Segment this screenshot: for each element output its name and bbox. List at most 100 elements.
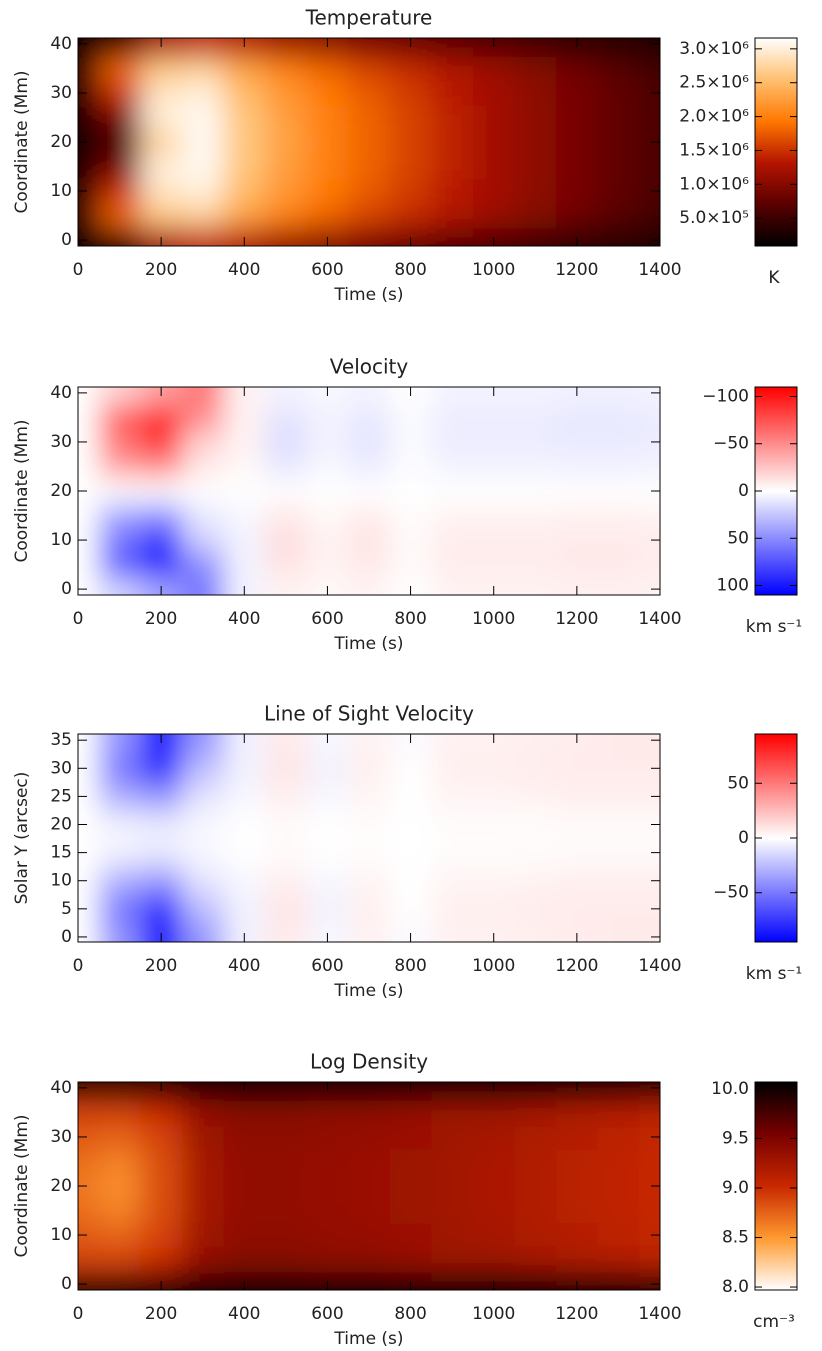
heat-cell: [597, 838, 640, 868]
heat-cell: [639, 1247, 660, 1273]
heat-cell: [431, 838, 474, 868]
heat-cell: [181, 503, 224, 529]
x-tick-label: 1200: [555, 956, 598, 976]
heat-cell: [306, 838, 349, 868]
heat-cell: [306, 503, 349, 529]
heat-cell: [140, 56, 183, 82]
heat-cell: [472, 1100, 515, 1126]
x-tick-label: 0: [73, 609, 84, 629]
heat-cell: [431, 478, 474, 504]
heat-cell: [472, 810, 515, 840]
heat-cell: [223, 154, 266, 180]
heat-cell: [223, 866, 266, 896]
heat-cell: [472, 429, 515, 455]
heat-cell: [78, 1198, 100, 1224]
heat-cell: [556, 80, 599, 106]
heat-cell: [140, 80, 183, 106]
heat-cell: [348, 1198, 391, 1224]
x-tick-label: 1200: [555, 1304, 598, 1324]
heat-cell: [472, 576, 515, 595]
heat-cell: [431, 154, 474, 180]
heat-cell: [306, 129, 349, 155]
heat-cell: [597, 1222, 640, 1248]
y-axis-label: Coordinate (Mm): [12, 1114, 32, 1257]
heat-cell: [472, 734, 515, 755]
x-tick-label: 0: [73, 956, 84, 976]
heat-cell: [514, 1082, 557, 1101]
heat-cell: [306, 866, 349, 896]
heat-cell: [431, 387, 474, 406]
heat-cell: [181, 1124, 224, 1150]
heat-cell: [514, 178, 557, 204]
colorbar-tick-label: 10.0: [711, 1079, 749, 1099]
heat-cell: [140, 387, 183, 406]
heat-cell: [389, 503, 432, 529]
heat-cell: [639, 454, 660, 480]
heat-cell: [78, 1247, 100, 1273]
heat-cell: [78, 454, 100, 480]
heat-cell: [265, 387, 308, 406]
y-tick-label: 0: [61, 1274, 72, 1294]
heat-cell: [431, 1198, 474, 1224]
heat-cell: [98, 894, 141, 924]
heat-cell: [639, 1222, 660, 1248]
heat-cell: [348, 1100, 391, 1126]
heat-cell: [639, 838, 660, 868]
heat-cell: [140, 178, 183, 204]
x-tick-label: 1400: [638, 1304, 681, 1324]
heat-cell: [140, 405, 183, 431]
heat-cell: [348, 154, 391, 180]
heat-cell: [556, 154, 599, 180]
heat-cell: [265, 1124, 308, 1150]
heat-cell: [306, 1198, 349, 1224]
y-tick-label: 20: [50, 815, 72, 835]
heat-cell: [306, 576, 349, 595]
heat-cell: [472, 782, 515, 811]
heat-cell: [514, 1149, 557, 1175]
heat-cell: [514, 387, 557, 406]
y-tick-label: 30: [50, 1127, 72, 1147]
x-tick-label: 800: [394, 956, 426, 976]
heat-cell: [265, 734, 308, 755]
heat-cell: [265, 552, 308, 578]
heat-cell: [348, 1247, 391, 1273]
heat-cell: [98, 1124, 141, 1150]
heat-cell: [98, 105, 141, 131]
heat-cell: [223, 56, 266, 82]
heat-cell: [98, 38, 141, 57]
heat-cell: [78, 203, 100, 229]
heat-cell: [348, 754, 391, 783]
heat-cell: [140, 1173, 183, 1199]
heat-cell: [472, 178, 515, 204]
heat-cell: [389, 129, 432, 155]
heat-cell: [639, 1198, 660, 1224]
heat-cell: [431, 1149, 474, 1175]
heat-cell: [472, 1173, 515, 1199]
heat-cell: [556, 552, 599, 578]
heat-cell: [514, 1222, 557, 1248]
heat-cell: [181, 866, 224, 896]
heat-cell: [597, 1173, 640, 1199]
x-tick-label: 400: [228, 609, 260, 629]
heat-cell: [597, 576, 640, 595]
heat-cell: [140, 129, 183, 155]
heat-cell: [265, 1173, 308, 1199]
heat-cell: [140, 1222, 183, 1248]
heat-cell: [639, 203, 660, 229]
heat-cell: [597, 894, 640, 924]
x-tick-label: 800: [394, 260, 426, 280]
heat-cell: [639, 1100, 660, 1126]
heat-cell: [597, 178, 640, 204]
heat-cell: [556, 203, 599, 229]
heat-cell: [306, 105, 349, 131]
x-tick-label: 200: [145, 609, 177, 629]
colorbar-tick-label: −50: [713, 883, 749, 903]
heat-cell: [223, 810, 266, 840]
x-tick-label: 1400: [638, 609, 681, 629]
heat-cell: [223, 1198, 266, 1224]
heat-cell: [140, 38, 183, 57]
y-tick-label: 10: [50, 181, 72, 201]
heat-cell: [265, 838, 308, 868]
heat-cell: [514, 1100, 557, 1126]
heat-cell: [98, 178, 141, 204]
